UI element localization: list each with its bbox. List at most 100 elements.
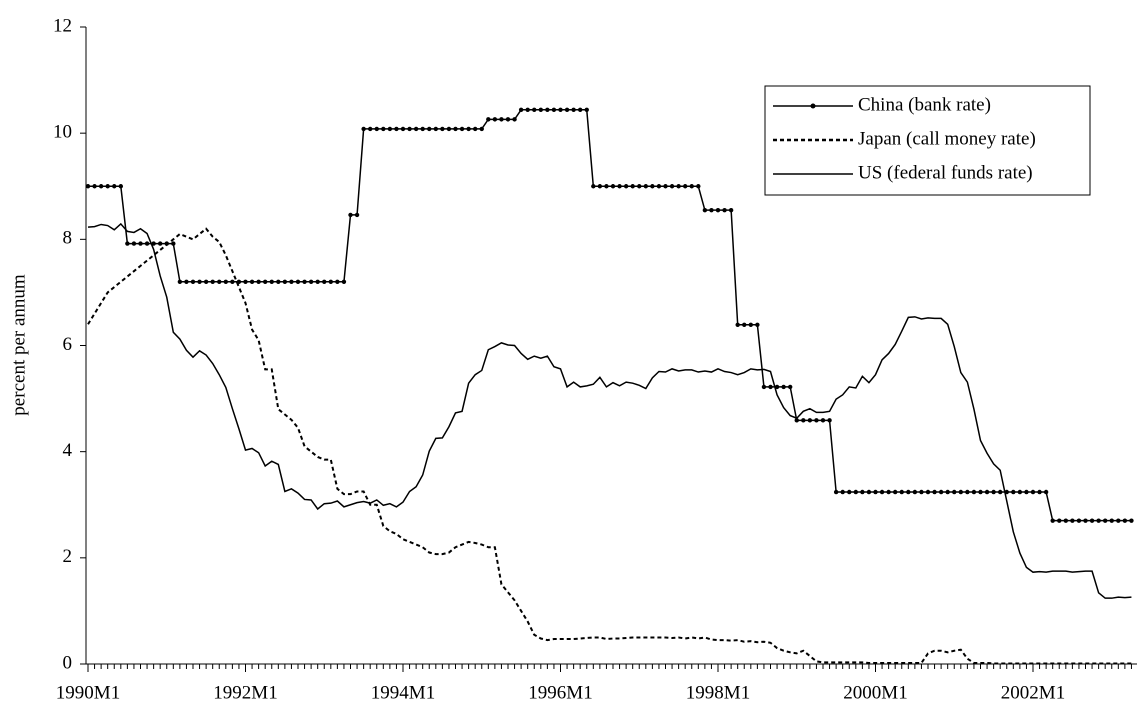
series-marker: [945, 489, 950, 495]
legend-label: China (bank rate): [858, 94, 991, 115]
series-marker: [532, 107, 537, 113]
series-marker: [499, 117, 504, 122]
series-marker: [617, 184, 622, 189]
series-marker: [1043, 489, 1049, 495]
series-marker: [912, 489, 918, 495]
x-tick-label: 2002M1: [1001, 682, 1065, 703]
series-marker: [1050, 518, 1055, 523]
series-marker: [1122, 518, 1128, 523]
series-marker: [663, 184, 668, 189]
y-tick-label: 4: [63, 440, 73, 461]
series-marker: [577, 107, 583, 113]
series-marker: [748, 322, 754, 327]
series-marker: [971, 489, 977, 495]
series-marker: [827, 418, 832, 423]
series-marker: [807, 418, 813, 423]
series-marker: [801, 418, 806, 423]
series-marker: [958, 489, 964, 495]
series-marker: [98, 184, 104, 189]
series-marker: [584, 107, 589, 113]
series-marker: [538, 107, 544, 113]
series-marker: [413, 126, 419, 132]
series-marker: [407, 126, 412, 132]
series-marker: [564, 107, 570, 113]
series-marker: [702, 207, 708, 213]
series-marker: [1011, 489, 1016, 495]
series-marker: [387, 126, 393, 132]
series-marker: [315, 279, 320, 284]
series-marker: [177, 279, 183, 284]
x-tick-label: 1998M1: [686, 682, 750, 703]
series-marker: [420, 126, 425, 132]
series-marker: [367, 126, 373, 132]
series-marker: [781, 384, 786, 390]
series-marker: [144, 241, 150, 246]
series-marker: [374, 126, 379, 132]
series-marker: [1037, 489, 1042, 495]
series-marker: [1102, 518, 1108, 523]
series-marker: [952, 489, 957, 495]
series-marker: [276, 279, 281, 284]
series-marker: [591, 184, 596, 189]
series-marker: [794, 418, 799, 423]
series-marker: [879, 489, 885, 495]
series-marker: [833, 489, 839, 495]
series-marker: [545, 107, 550, 113]
series-marker: [696, 184, 701, 189]
series-marker: [138, 241, 143, 246]
series-marker: [656, 184, 662, 189]
series-marker: [210, 279, 215, 284]
series-marker: [768, 384, 773, 390]
legend-marker: [810, 103, 816, 109]
series-marker: [486, 117, 491, 122]
series-marker: [217, 279, 222, 284]
series-marker: [1063, 518, 1069, 523]
series-marker: [774, 384, 780, 390]
series-marker: [1096, 518, 1101, 523]
series-marker: [925, 489, 931, 495]
series-marker: [394, 126, 399, 132]
series-marker: [643, 184, 649, 189]
series-marker: [637, 184, 642, 189]
x-tick-label: 1990M1: [56, 682, 120, 703]
series-marker: [302, 279, 307, 284]
series-marker: [938, 489, 944, 495]
series-marker: [965, 489, 970, 495]
series-marker: [289, 279, 294, 284]
series-marker: [505, 117, 511, 122]
series-marker: [1017, 489, 1023, 495]
series-line: [87, 227, 1132, 665]
y-axis-label: percent per annum: [8, 274, 29, 416]
series-marker: [728, 207, 734, 213]
series-marker: [919, 489, 924, 495]
series-marker: [433, 126, 439, 132]
series-marker: [446, 126, 452, 132]
series-marker: [886, 489, 891, 495]
series-marker: [249, 279, 255, 284]
series-marker: [787, 384, 793, 390]
series-marker: [610, 184, 616, 189]
series-marker: [761, 384, 767, 390]
series-marker: [308, 279, 314, 284]
series-marker: [623, 184, 629, 189]
series-marker: [604, 184, 609, 189]
series-marker: [190, 279, 196, 284]
series-marker: [755, 322, 760, 327]
series-marker: [197, 279, 202, 284]
series-marker: [322, 279, 327, 284]
series-marker: [991, 489, 996, 495]
series-marker: [223, 279, 229, 284]
series-marker: [262, 279, 268, 284]
series-marker: [1030, 489, 1036, 495]
series-marker: [453, 126, 458, 132]
series-marker: [978, 489, 983, 495]
series-marker: [112, 184, 117, 189]
series-marker: [853, 489, 859, 495]
series-marker: [860, 489, 865, 495]
series-marker: [597, 184, 603, 189]
legend-box: [764, 85, 1091, 196]
y-tick-label: 0: [63, 652, 73, 673]
series-marker: [256, 279, 261, 284]
series-marker: [1076, 518, 1082, 523]
